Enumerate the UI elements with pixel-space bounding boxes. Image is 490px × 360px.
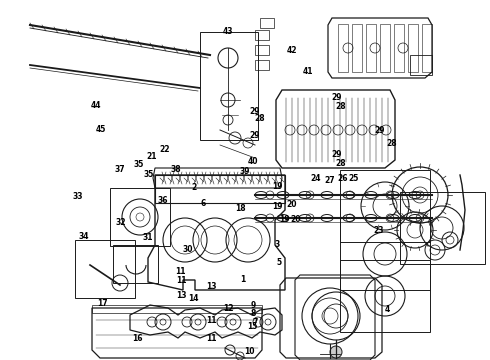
Text: 36: 36 <box>157 197 168 206</box>
Text: 37: 37 <box>114 166 125 175</box>
Bar <box>255 60 269 70</box>
Bar <box>340 260 430 332</box>
Text: 44: 44 <box>91 100 101 110</box>
Text: 38: 38 <box>170 165 181 174</box>
Text: 28: 28 <box>335 159 346 168</box>
Text: 17: 17 <box>98 299 108 308</box>
Bar <box>366 24 376 72</box>
Text: 12: 12 <box>223 304 234 313</box>
Text: 15: 15 <box>247 322 258 331</box>
Bar <box>340 170 430 242</box>
Bar <box>260 18 274 28</box>
Text: 9: 9 <box>250 301 255 310</box>
Text: 13: 13 <box>176 291 187 300</box>
Bar <box>340 218 430 290</box>
Text: 11: 11 <box>176 276 187 285</box>
Text: 39: 39 <box>240 167 250 176</box>
Text: 4: 4 <box>385 305 390 314</box>
Bar <box>155 175 285 203</box>
Bar <box>255 45 269 55</box>
Text: 31: 31 <box>143 233 153 242</box>
Text: 41: 41 <box>302 67 313 76</box>
Bar <box>92 305 262 313</box>
Bar <box>394 24 404 72</box>
Text: 29: 29 <box>249 131 260 140</box>
Text: 29: 29 <box>374 126 385 135</box>
Text: 14: 14 <box>188 293 199 302</box>
Text: 6: 6 <box>201 199 206 208</box>
Text: 29: 29 <box>331 93 342 102</box>
Text: 8: 8 <box>250 309 255 318</box>
Bar <box>110 188 170 246</box>
Text: 43: 43 <box>223 27 234 36</box>
Bar <box>352 24 362 72</box>
Text: 27: 27 <box>324 176 335 185</box>
Text: 5: 5 <box>277 258 282 267</box>
Text: 11: 11 <box>206 334 217 343</box>
Text: 13: 13 <box>206 282 217 291</box>
Text: 20: 20 <box>287 200 297 209</box>
Text: 28: 28 <box>335 102 346 111</box>
Text: 35: 35 <box>144 170 154 179</box>
Text: 1: 1 <box>240 274 245 284</box>
Text: 24: 24 <box>310 174 321 183</box>
Text: 29: 29 <box>249 107 260 116</box>
Text: 3: 3 <box>274 240 279 249</box>
Text: 21: 21 <box>147 152 157 161</box>
Text: 7: 7 <box>252 318 257 327</box>
Text: 23: 23 <box>373 226 384 235</box>
Text: 11: 11 <box>206 316 217 325</box>
Text: 26: 26 <box>338 174 348 183</box>
Bar <box>422 24 432 72</box>
Text: 10: 10 <box>245 346 255 356</box>
Text: 32: 32 <box>115 218 126 227</box>
Text: 16: 16 <box>132 334 143 343</box>
Bar <box>200 32 258 140</box>
Text: 20: 20 <box>291 215 301 224</box>
Text: 34: 34 <box>78 233 89 242</box>
Text: 19: 19 <box>272 182 283 191</box>
Bar <box>410 55 432 75</box>
Text: 35: 35 <box>134 161 145 170</box>
Bar <box>113 245 158 283</box>
Text: 11: 11 <box>175 267 186 276</box>
Bar <box>380 24 390 72</box>
Bar <box>75 240 135 298</box>
Text: 30: 30 <box>183 245 194 253</box>
Text: 40: 40 <box>247 157 258 166</box>
Text: 25: 25 <box>348 174 359 183</box>
Text: 28: 28 <box>254 114 265 123</box>
Bar <box>338 24 348 72</box>
Text: 45: 45 <box>96 125 106 134</box>
Text: 22: 22 <box>159 145 170 154</box>
Bar <box>408 24 418 72</box>
Text: 19: 19 <box>279 215 290 224</box>
Text: 19: 19 <box>272 202 283 211</box>
Text: 28: 28 <box>387 139 397 148</box>
Text: 18: 18 <box>235 204 245 212</box>
Text: 29: 29 <box>331 150 342 159</box>
Bar <box>400 192 485 264</box>
Text: 2: 2 <box>191 183 196 192</box>
Bar <box>255 30 269 40</box>
Text: 42: 42 <box>287 46 297 55</box>
Circle shape <box>330 346 342 358</box>
Text: 33: 33 <box>72 192 83 201</box>
